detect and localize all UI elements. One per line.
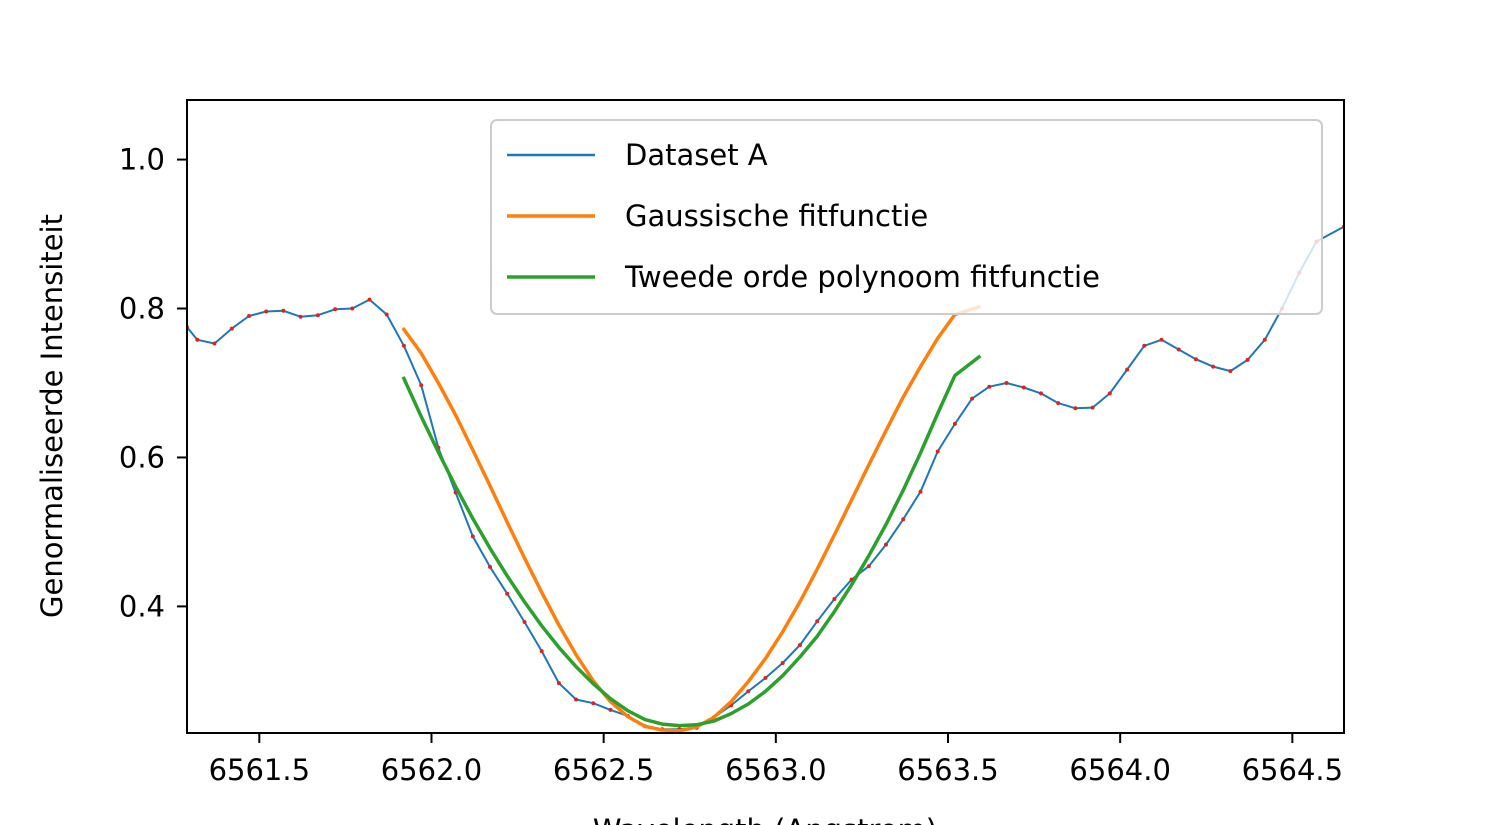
data-point: [1090, 405, 1095, 410]
data-point: [556, 681, 561, 686]
data-point: [746, 689, 751, 694]
data-point: [866, 564, 871, 569]
data-point: [195, 337, 200, 342]
series-layer: [187, 224, 1344, 733]
data-point: [574, 697, 579, 702]
data-point: [247, 314, 251, 318]
data-point: [264, 309, 269, 314]
data-point: [1004, 381, 1009, 385]
data-point: [367, 297, 372, 302]
y-tick-label: 0.4: [119, 589, 165, 623]
x-tick-label: 6564.5: [1242, 753, 1343, 787]
data-point: [608, 707, 613, 712]
data-point: [298, 314, 303, 319]
data-point: [229, 326, 234, 331]
data-point: [1176, 347, 1181, 352]
y-axis-label: Genormaliseerde Intensiteit: [35, 214, 69, 618]
data-point: [470, 534, 475, 539]
legend-box: [490, 119, 1323, 315]
data-point: [918, 489, 923, 494]
x-tick-label: 6562.5: [553, 753, 654, 787]
series-line-2: [401, 354, 982, 728]
data-point: [1159, 337, 1164, 342]
data-point: [884, 542, 888, 547]
y-tick-label: 0.6: [119, 440, 165, 474]
x-tick-label: 6563.0: [725, 753, 826, 787]
data-point: [935, 449, 940, 454]
data-point: [832, 597, 837, 601]
data-point: [1021, 385, 1026, 390]
x-tick-label: 6561.5: [209, 753, 310, 787]
data-point: [987, 384, 992, 389]
data-point: [212, 341, 217, 346]
data-point: [1142, 343, 1147, 348]
data-point: [539, 649, 544, 654]
x-axis: 6561.5 6562.0 6562.5 6563.0 6563.5 6564.0 6564…: [209, 733, 1343, 787]
data-point: [1211, 364, 1216, 369]
data-point: [1107, 391, 1112, 396]
data-point: [1245, 357, 1250, 362]
data-point: [797, 643, 802, 648]
data-point: [522, 620, 527, 624]
data-point: [1193, 357, 1198, 362]
data-point: [763, 675, 768, 680]
y-tick-label: 1.0: [119, 143, 165, 177]
legend-label-2: Tweede orde polynoom fitfunctie: [624, 260, 1100, 294]
data-point: [1125, 367, 1130, 372]
data-point: [505, 591, 510, 596]
y-tick-label: 0.8: [119, 292, 165, 326]
data-point: [384, 312, 389, 317]
data-point: [780, 661, 785, 665]
series-line-0: [187, 225, 1344, 731]
plot-frame: [186, 99, 1345, 734]
data-point: [281, 308, 286, 313]
legend-label-1: Gaussische fitfunctie: [625, 199, 928, 233]
x-tick-label: 6562.0: [381, 753, 482, 787]
series-line-1: [401, 304, 982, 733]
data-point: [952, 421, 957, 426]
data-point: [315, 313, 320, 318]
data-point: [333, 307, 338, 312]
legend: Dataset A Gaussische fitfunctie Tweede ord…: [490, 119, 1323, 315]
data-point: [419, 383, 424, 388]
data-point: [1073, 406, 1078, 411]
x-tick-label: 6563.5: [897, 753, 998, 787]
legend-label-0: Dataset A: [625, 138, 768, 172]
x-tick-label: 6564.0: [1069, 753, 1170, 787]
x-axis-label: Wavelength (Angstrom): [593, 813, 937, 825]
data-point: [1056, 401, 1061, 406]
data-point: [1039, 391, 1043, 396]
data-point: [901, 517, 906, 522]
data-point: [1228, 369, 1233, 374]
y-axis: 0.4 0.6 0.8 1.0: [119, 143, 187, 623]
data-point: [815, 619, 820, 624]
data-point: [591, 701, 596, 706]
data-point: [970, 396, 975, 401]
data-point: [488, 564, 492, 569]
data-point: [350, 306, 355, 311]
data-point: [1262, 337, 1267, 342]
data-point: [401, 343, 406, 348]
